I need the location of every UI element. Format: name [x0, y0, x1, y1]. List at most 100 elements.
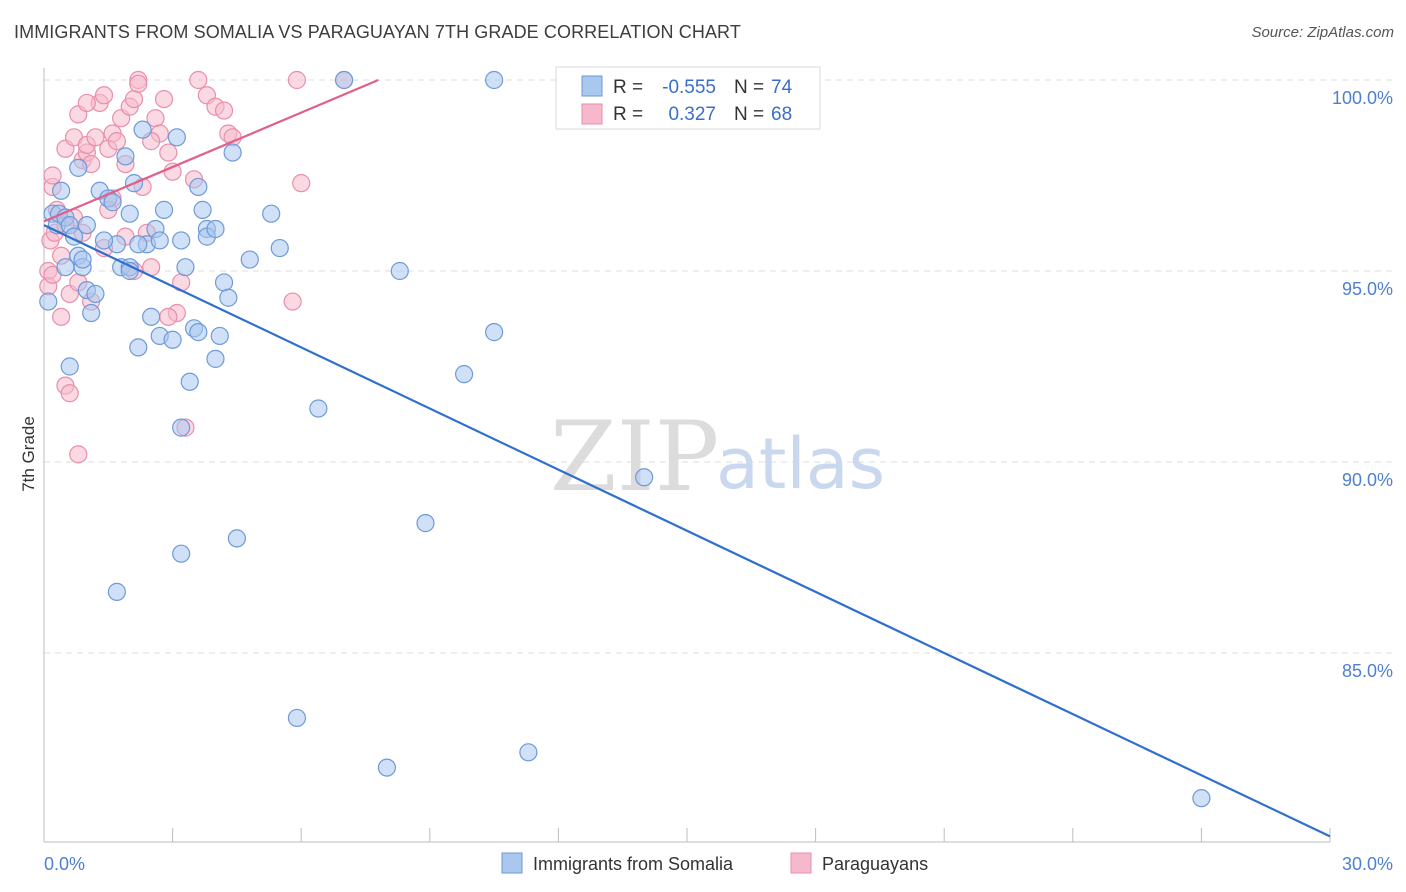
stats-n-value-paraguay: 68 — [771, 104, 792, 125]
paraguay-point — [214, 101, 234, 120]
somalia-point — [69, 158, 88, 177]
paraguay-point — [77, 93, 96, 113]
somalia-point — [180, 372, 199, 391]
paraguay-point — [292, 174, 311, 193]
stats-r-value-paraguay: 0.327 — [668, 104, 716, 125]
stats-n-value-somalia: 74 — [771, 77, 793, 98]
somalia-point — [154, 200, 174, 219]
somalia-point — [485, 323, 504, 342]
somalia-point — [39, 292, 58, 311]
paraguay-trend-line — [43, 78, 379, 223]
somalia-point — [167, 128, 186, 147]
watermark-atlas: atlas — [716, 423, 885, 505]
somalia-point — [176, 258, 195, 277]
watermark: ZIP atlas — [550, 401, 885, 513]
paraguay-point — [159, 143, 178, 162]
somalia-point — [227, 529, 246, 548]
somalia-point — [172, 418, 191, 437]
somalia-point — [309, 399, 328, 418]
paraguay-point — [129, 74, 148, 93]
somalia-point — [287, 708, 307, 728]
paraguay-point — [94, 86, 114, 105]
somalia-point — [223, 143, 242, 162]
somalia-point — [103, 193, 122, 212]
paraguay-point — [107, 132, 126, 151]
somalia-point — [172, 544, 191, 563]
legend-swatch-paraguay — [790, 852, 812, 874]
somalia-point — [193, 200, 212, 219]
stats-box: R = -0.555 N = 74 R = 0.327 N = 68 — [555, 66, 821, 130]
somalia-point — [214, 273, 234, 292]
somalia-point — [262, 204, 281, 223]
paraguay-point — [189, 70, 208, 90]
y-axis-title: 7th Grade — [19, 416, 38, 492]
stats-r-label-paraguay: R = — [613, 104, 643, 125]
legend-swatch-somalia — [501, 852, 523, 874]
somalia-point — [107, 582, 126, 601]
y-tick-label: 85.0% — [1342, 661, 1393, 681]
y-tick-label: 100.0% — [1332, 88, 1393, 108]
y-tick-label: 90.0% — [1342, 470, 1393, 490]
somalia-point — [519, 743, 538, 762]
somalia-point — [189, 323, 208, 342]
chart-title: IMMIGRANTS FROM SOMALIA VS PARAGUAYAN 7T… — [14, 22, 741, 42]
somalia-point — [210, 326, 229, 346]
paraguay-point — [154, 89, 174, 109]
somalia-point — [172, 231, 191, 250]
x-tick-label-max: 30.0% — [1342, 854, 1393, 874]
somalia-point — [77, 216, 96, 235]
somalia-point — [163, 330, 182, 349]
watermark-zip: ZIP — [550, 401, 719, 513]
somalia-trend-line — [43, 224, 1331, 838]
somalia-point — [150, 231, 169, 250]
paraguay-point — [283, 292, 302, 311]
paraguay-point — [86, 128, 105, 147]
legend-label-somalia: Immigrants from Somalia — [533, 854, 734, 874]
paraguay-point — [52, 307, 71, 326]
series-somalia — [39, 70, 1211, 808]
stats-r-value-somalia: -0.555 — [662, 77, 716, 98]
somalia-point — [635, 468, 654, 487]
y-tick-labels: 85.0% 90.0% 95.0% 100.0% — [1332, 88, 1393, 681]
somalia-point — [390, 261, 409, 281]
paraguay-point — [43, 166, 62, 185]
y-tick-label: 95.0% — [1342, 279, 1393, 299]
paraguay-point — [124, 89, 144, 109]
somalia-point — [485, 70, 504, 90]
somalia-point — [416, 514, 435, 533]
somalia-point — [116, 147, 135, 166]
somalia-point — [219, 288, 238, 307]
somalia-point — [133, 120, 152, 139]
chart-source: Source: ZipAtlas.com — [1251, 24, 1394, 41]
paraguay-point — [69, 445, 88, 464]
somalia-point — [94, 231, 114, 250]
axes — [43, 68, 1331, 843]
somalia-point — [129, 338, 148, 357]
somalia-point — [142, 307, 161, 326]
somalia-point — [120, 204, 139, 223]
somalia-point — [189, 177, 208, 197]
somalia-point — [60, 357, 79, 376]
somalia-point — [377, 758, 397, 777]
somalia-point — [1192, 789, 1211, 808]
somalia-point — [240, 250, 259, 269]
trend-lines — [43, 78, 1331, 838]
stats-swatch-somalia — [581, 75, 603, 97]
paraguay-point — [163, 162, 182, 181]
legend: Immigrants from Somalia Paraguayans — [501, 852, 928, 874]
somalia-point — [206, 349, 225, 368]
somalia-point — [334, 70, 354, 90]
somalia-point — [206, 219, 225, 239]
paraguay-point — [287, 70, 307, 90]
somalia-point — [82, 303, 101, 323]
somalia-point — [86, 284, 105, 304]
stats-n-label-paraguay: N = — [734, 104, 764, 125]
grid-lines — [44, 79, 1395, 654]
stats-r-label-somalia: R = — [613, 77, 643, 98]
somalia-point — [454, 365, 474, 384]
stats-n-label-somalia: N = — [734, 77, 764, 98]
stats-swatch-paraguay — [581, 103, 603, 125]
legend-label-paraguay: Paraguayans — [822, 854, 928, 874]
somalia-point — [73, 250, 92, 269]
